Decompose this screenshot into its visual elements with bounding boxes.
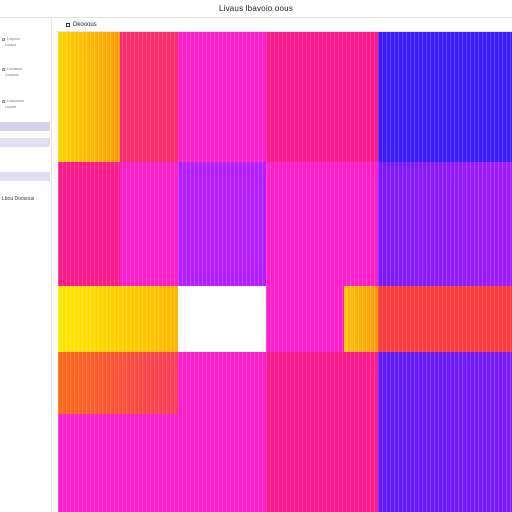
panel-header: Dkooous [56,18,512,32]
heatmap-cell[interactable] [178,162,266,286]
sidebar-link[interactable]: Lbou Doosous [2,196,35,202]
heatmap-cell[interactable] [378,286,512,352]
sidebar-group-sublabel: Cosouus [5,73,19,77]
window-title: Livaus lbavoio oous [218,4,294,13]
checkbox-icon[interactable] [2,37,5,41]
heatmap-cell[interactable] [378,162,512,286]
heatmap-cell[interactable] [178,414,266,512]
heatmap-cell[interactable] [58,352,178,414]
heatmap-cell[interactable] [266,286,344,352]
sidebar: Lorpuus Lossos Lovoseos Cosouus Lossouso… [0,18,52,512]
heatmap-canvas[interactable] [58,32,512,512]
heatmap-cell[interactable] [266,414,378,512]
sidebar-row[interactable] [0,172,50,181]
sidebar-selected-row[interactable] [0,122,50,131]
panel-title: Dkooous [73,21,97,28]
heatmap-cell[interactable] [266,352,378,414]
title-bar: Livaus lbavoio oous [0,0,512,18]
heatmap-cell[interactable] [378,32,512,162]
sidebar-group-sublabel: Lossos [5,43,17,47]
heatmap-cell[interactable] [58,32,120,162]
sidebar-group-label: Lovoseos [7,67,22,71]
sidebar-group-label: Lossousos [7,99,24,103]
heatmap-cell[interactable] [344,286,378,352]
heatmap-cell[interactable] [266,162,378,286]
sidebar-group-sublabel: Lsouve [5,105,17,109]
heatmap-cell[interactable] [120,32,178,162]
heatmap-cell[interactable] [378,352,512,414]
heatmap-cell[interactable] [378,414,512,512]
heatmap-cell[interactable] [266,32,378,162]
checkbox-icon[interactable] [2,67,5,71]
heatmap-cell[interactable] [178,352,266,414]
sidebar-group-1[interactable]: Lorpuus Lossos [0,36,50,48]
sidebar-row[interactable] [0,138,50,147]
sidebar-group-3[interactable]: Lossousos Lsouve [0,98,50,110]
grid-icon [66,22,70,27]
heatmap-cell[interactable] [58,414,178,512]
heatmap-cell[interactable] [178,32,266,162]
sidebar-group-2[interactable]: Lovoseos Cosouus [0,66,50,78]
heatmap-cell[interactable] [58,286,178,352]
sidebar-group-label: Lorpuus [7,37,20,41]
heatmap-cell[interactable] [120,162,178,286]
checkbox-icon[interactable] [2,99,5,103]
heatmap-cell[interactable] [58,162,120,286]
